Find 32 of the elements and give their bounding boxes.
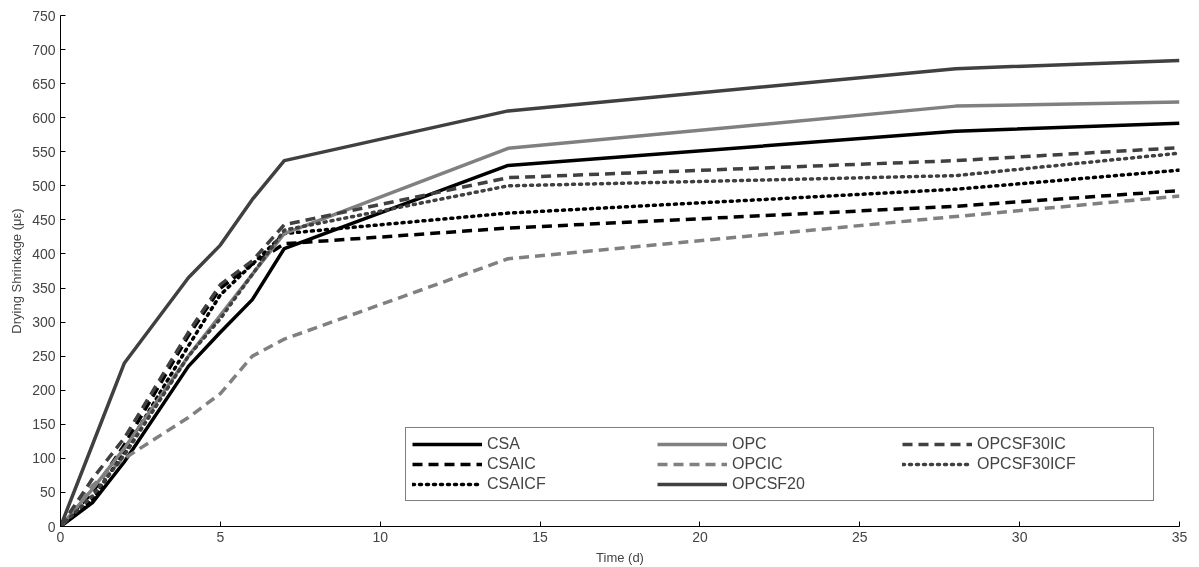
- x-tick-label: 10: [372, 528, 389, 545]
- y-tick-label: 550: [32, 143, 56, 160]
- y-tick-label: 350: [32, 280, 56, 297]
- y-tick-label: 250: [32, 348, 56, 365]
- y-tick-label: 200: [32, 382, 56, 399]
- y-axis-title: Drying Shrinkage (με): [9, 208, 25, 334]
- y-tick-label: 500: [32, 177, 56, 194]
- y-tick-label: 650: [32, 75, 56, 92]
- y-tick-label: 50: [39, 484, 56, 501]
- legend-label: OPC: [732, 435, 768, 453]
- x-tick-label: 5: [216, 528, 225, 545]
- y-tick-label: 700: [32, 41, 56, 58]
- x-tick-label: 35: [1171, 528, 1188, 545]
- legend-label: OPCSF20: [732, 475, 806, 493]
- x-axis-title: Time (d): [596, 549, 644, 565]
- y-tick-label: 400: [32, 245, 56, 262]
- legend-label: CSAICF: [487, 475, 547, 493]
- y-tick-label: 450: [32, 211, 56, 228]
- y-tick-label: 300: [32, 314, 56, 331]
- y-tick-label: 100: [32, 450, 56, 467]
- y-tick-label: 150: [32, 416, 56, 433]
- legend-label: OPCSF30ICF: [977, 455, 1077, 473]
- x-tick-label: 25: [852, 528, 868, 545]
- legend-label: CSA: [487, 435, 521, 453]
- legend-label: CSAIC: [487, 455, 537, 473]
- legend-label: OPCIC: [732, 455, 784, 473]
- x-tick-label: 20: [692, 528, 708, 545]
- legend-label: OPCSF30IC: [977, 435, 1067, 453]
- y-tick-label: 600: [32, 109, 56, 126]
- x-tick-label: 15: [532, 528, 549, 545]
- x-tick-label: 30: [1011, 528, 1028, 545]
- y-tick-label: 750: [32, 7, 56, 24]
